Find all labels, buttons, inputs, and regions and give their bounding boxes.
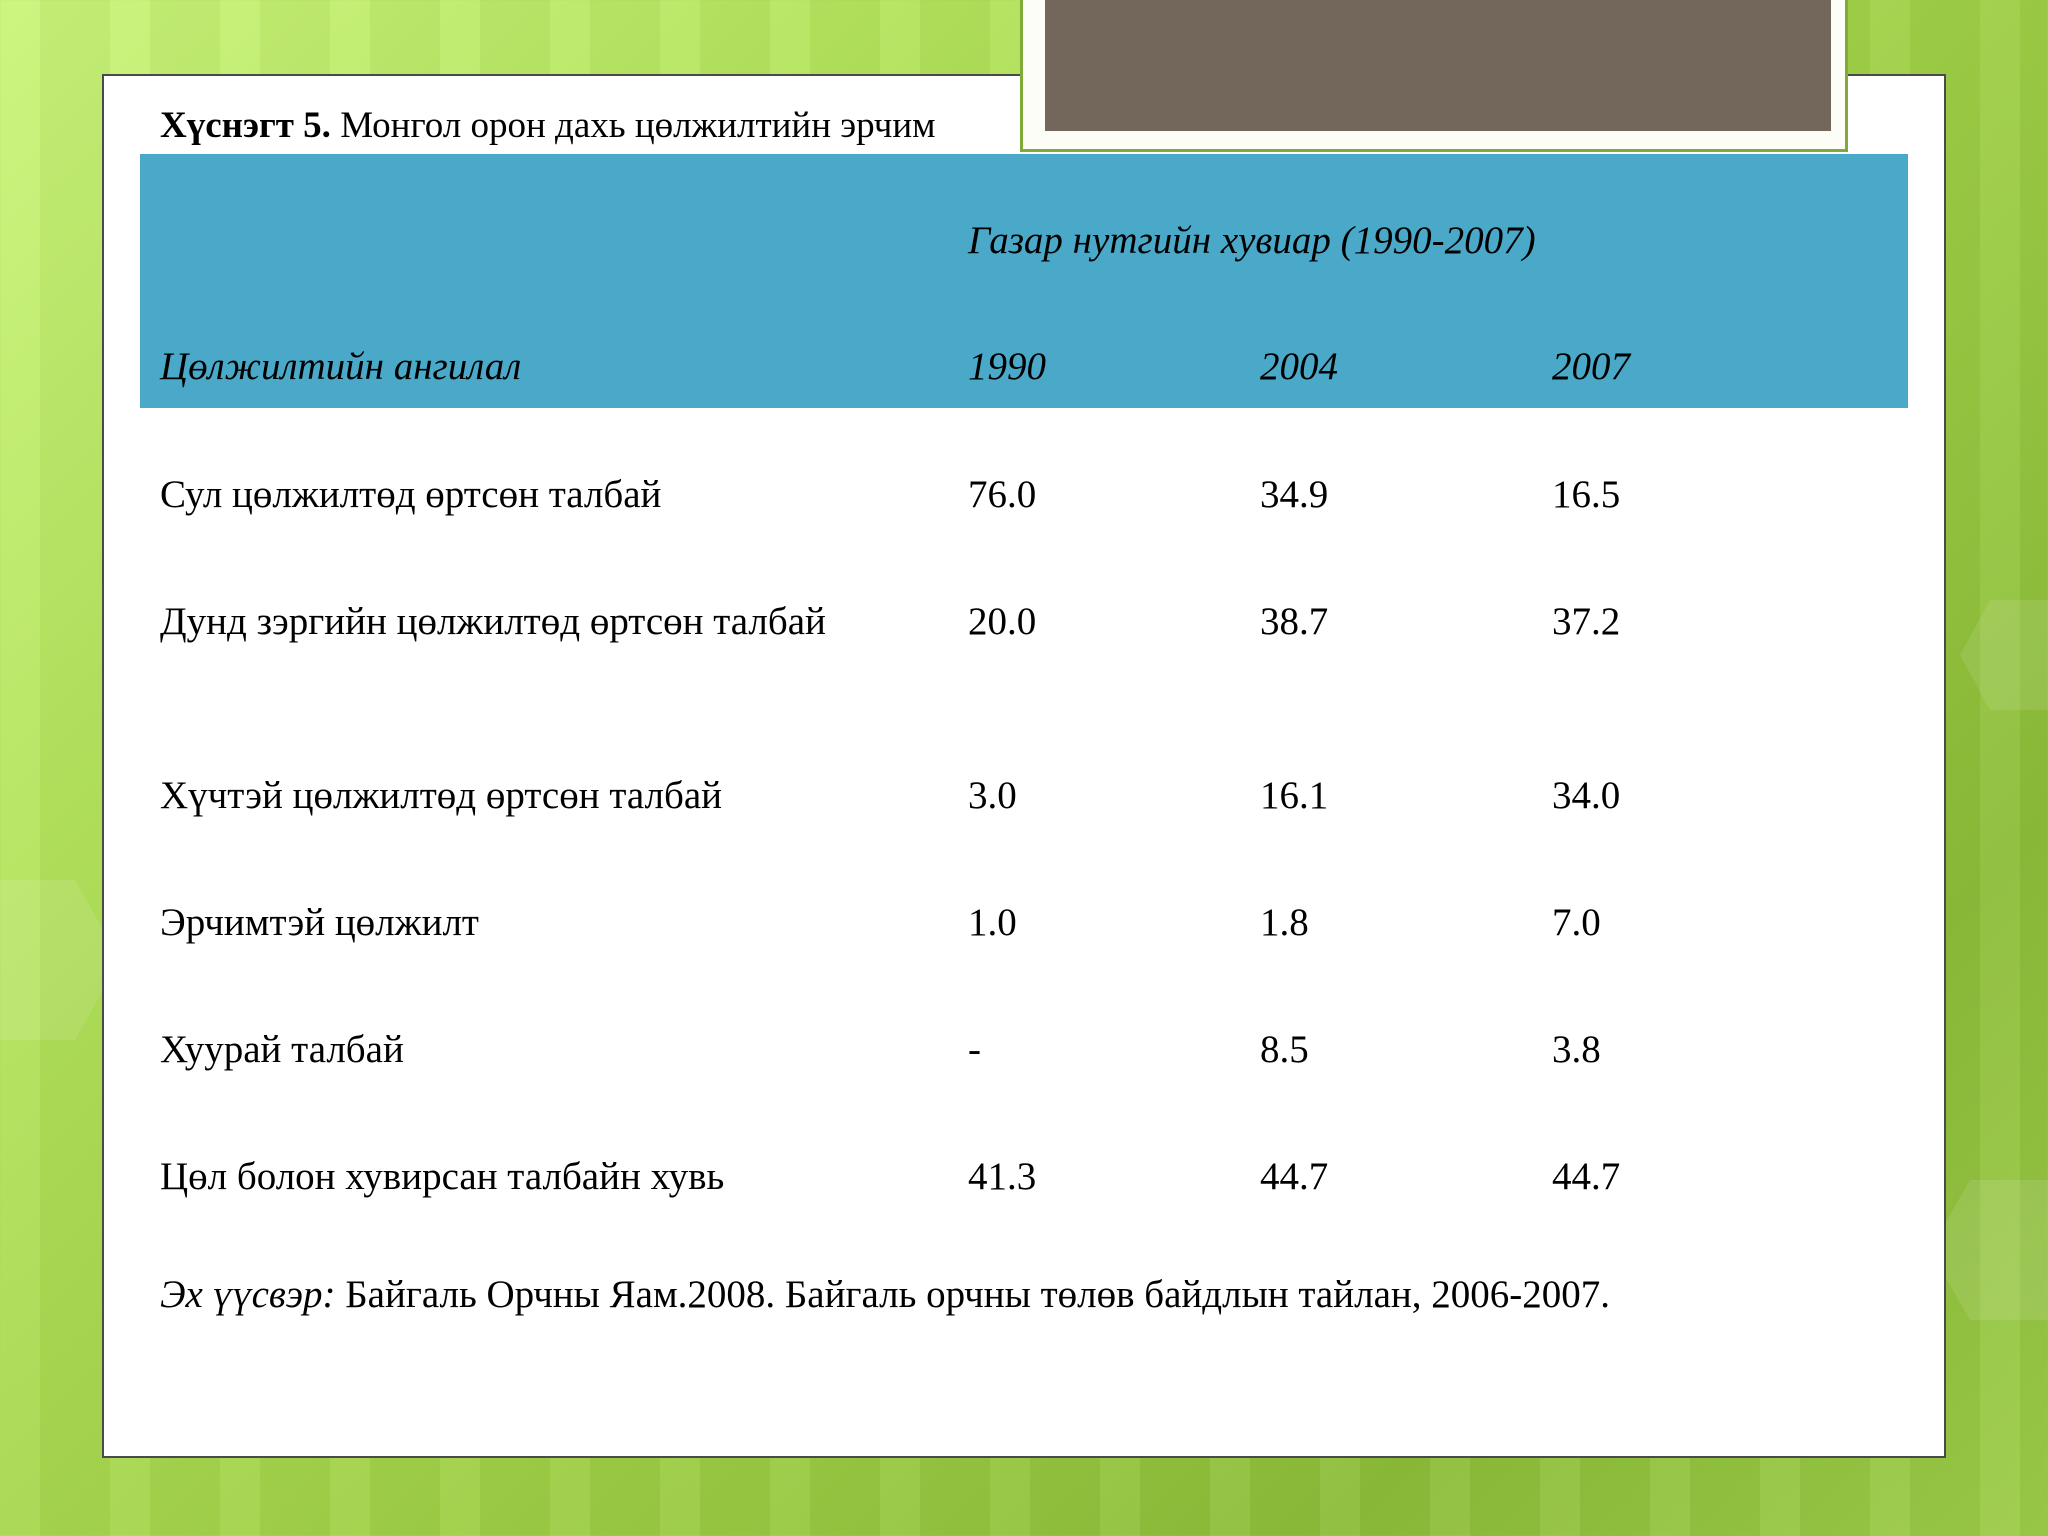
row-label: Дунд зэргийн цөлжилтөд өртсөн талбай <box>160 600 826 643</box>
row-value: 41.3 <box>968 1155 1037 1198</box>
row-value: 7.0 <box>1552 901 1601 944</box>
table-number: Хүснэгт 5. <box>160 105 331 146</box>
row-value: 38.7 <box>1260 600 1329 643</box>
row-value: 1.0 <box>968 901 1017 944</box>
row-value: 20.0 <box>968 600 1037 643</box>
row-label: Эрчимтэй цөлжилт <box>160 901 479 944</box>
row-value: 34.9 <box>1260 473 1329 516</box>
row-value: 76.0 <box>968 473 1037 516</box>
row-value: 8.5 <box>1260 1028 1309 1071</box>
photo-frame <box>1020 0 1848 152</box>
row-value: 1.8 <box>1260 901 1309 944</box>
header-group-label: Газар нутгийн хувиар (1990-2007) <box>968 219 1536 262</box>
table-caption: Монгол орон дахь цөлжилтийн эрчим <box>340 105 936 146</box>
row-value: 37.2 <box>1552 600 1621 643</box>
header-year-2004: 2004 <box>1260 345 1338 388</box>
table-header-band <box>140 154 1908 408</box>
row-label: Сул цөлжилтөд өртсөн талбай <box>160 473 662 516</box>
row-value: 34.0 <box>1552 774 1621 817</box>
header-year-1990: 1990 <box>968 345 1046 388</box>
row-value: 44.7 <box>1552 1155 1621 1198</box>
row-value: 16.1 <box>1260 774 1329 817</box>
header-year-2007: 2007 <box>1552 345 1630 388</box>
row-label: Хүчтэй цөлжилтөд өртсөн талбай <box>160 774 722 817</box>
table-title: Хүснэгт 5. Монгол орон дахь цөлжилтийн э… <box>160 104 936 147</box>
source-label: Эх үүсвэр: <box>160 1273 336 1316</box>
header-category-label: Цөлжилтийн ангилал <box>160 345 522 388</box>
row-value: - <box>968 1028 981 1071</box>
row-label: Цөл болон хувирсан талбайн хувь <box>160 1155 725 1198</box>
row-value: 3.0 <box>968 774 1017 817</box>
row-value: 16.5 <box>1552 473 1621 516</box>
source-text: Байгаль Орчны Яам.2008. Байгаль орчны тө… <box>335 1273 1610 1316</box>
source-note: Эх үүсвэр: Байгаль Орчны Яам.2008. Байга… <box>160 1272 1610 1317</box>
row-value: 44.7 <box>1260 1155 1329 1198</box>
row-value: 3.8 <box>1552 1028 1601 1071</box>
row-label: Хуурай талбай <box>160 1028 404 1071</box>
photo-placeholder <box>1045 0 1831 131</box>
